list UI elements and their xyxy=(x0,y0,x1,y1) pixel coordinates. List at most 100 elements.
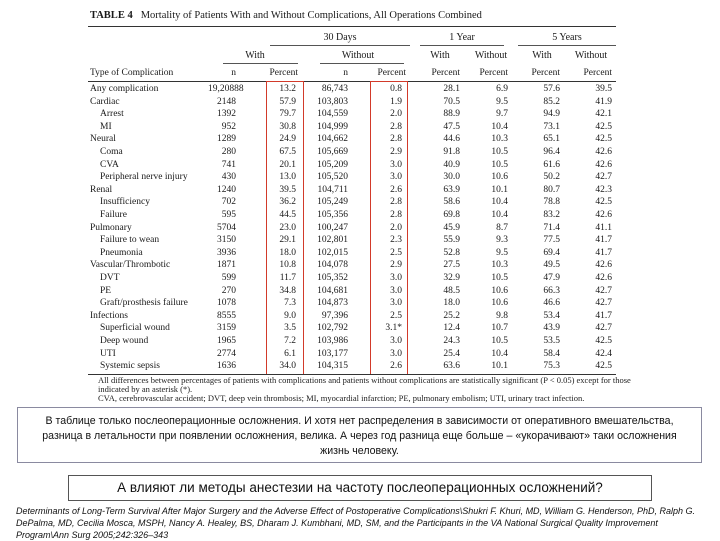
table-cell: 2.6 xyxy=(390,361,402,372)
table-cell: 102,801 xyxy=(317,235,348,246)
table-cell: 27.5 xyxy=(443,260,460,271)
table-cell: 42.7 xyxy=(595,323,612,334)
table-cell: 20.1 xyxy=(279,159,296,170)
table-cell: 10.7 xyxy=(491,323,508,334)
table-cell: 32.9 xyxy=(443,273,460,283)
table-cell: 73.1 xyxy=(543,121,560,132)
table-cell: 2.9 xyxy=(390,147,402,157)
table-cell: 44.5 xyxy=(279,210,296,220)
row-label: Neural xyxy=(90,134,116,145)
table-cell: 69.4 xyxy=(543,247,560,258)
table-cell: 24.9 xyxy=(279,134,296,145)
table-cell: 8555 xyxy=(217,310,236,321)
table-cell: 10.6 xyxy=(491,298,508,309)
table-cell: 94.9 xyxy=(543,109,560,120)
question-box: А влияют ли методы анестезии на частоту … xyxy=(68,475,652,501)
table-cell: 42.5 xyxy=(595,197,612,208)
highlight-percent-without xyxy=(370,81,408,375)
table-cell: 42.6 xyxy=(595,147,612,157)
table-row: PE 270 34.8 104,681 3.0 48.5 10.6 66.3 42.7 xyxy=(88,286,616,297)
table-cell: 2.6 xyxy=(390,184,402,195)
table-cell: 9.8 xyxy=(496,310,508,321)
table-row: Deep wound 1965 7.2 103,986 3.0 24.3 10.5 53.5 4… xyxy=(88,336,616,347)
table-row: DVT 599 11.7 105,352 3.0 32.9 10.5 47.9 42.6 xyxy=(88,273,616,284)
table-cell: 105,520 xyxy=(317,172,348,183)
commentary-box: В таблице только послеоперационные ослож… xyxy=(17,407,702,463)
table-cell: 48.5 xyxy=(443,285,460,296)
table-cell: 2.8 xyxy=(390,121,402,132)
table-cell: 3.0 xyxy=(390,348,402,359)
table-cell: 50.2 xyxy=(543,172,560,183)
table-cell: 36.2 xyxy=(279,197,296,208)
table-title-text: Mortality of Patients With and Without C… xyxy=(140,10,482,21)
table-cell: 10.5 xyxy=(491,336,508,346)
table-cell: 85.2 xyxy=(543,96,560,107)
table-cell: 10.5 xyxy=(491,159,508,170)
col-head-percent-without-1y: Percent xyxy=(479,68,509,78)
table-cell: 1392 xyxy=(217,109,236,120)
table-cell: 28.1 xyxy=(443,84,460,94)
row-label: Graft/prosthesis failure xyxy=(100,298,188,309)
row-label: Peripheral nerve injury xyxy=(100,172,188,183)
table-cell: 42.5 xyxy=(595,121,612,132)
table-cell: 41.7 xyxy=(595,310,612,321)
table-cell: 80.7 xyxy=(543,184,560,195)
table-title: TABLE 4 Mortality of Patients With and Wi… xyxy=(90,10,482,21)
table-cell: 79.7 xyxy=(279,109,296,120)
table-cell: 42.6 xyxy=(595,210,612,220)
table-cell: 9.3 xyxy=(496,235,508,246)
citation: Determinants of Long-Term Survival After… xyxy=(16,506,696,540)
table-cell: 595 xyxy=(221,210,236,220)
group-1-year: 1 Year xyxy=(449,32,475,43)
table-cell: 2148 xyxy=(217,96,236,107)
table-cell: 10.4 xyxy=(491,197,508,208)
table-cell: 3.0 xyxy=(390,273,402,283)
table-cell: 41.9 xyxy=(595,96,612,107)
table-row: UTI 2774 6.1 103,177 3.0 25.4 10.4 58.4 42.4 xyxy=(88,349,616,360)
table-cell: 70.5 xyxy=(443,96,460,107)
col-head-percent-without: Percent xyxy=(377,68,407,78)
table-cell: 42.7 xyxy=(595,285,612,296)
table-cell: 102,792 xyxy=(317,323,348,334)
table-cell: 42.5 xyxy=(595,336,612,346)
table-cell: 3.5 xyxy=(284,323,296,334)
table-row: MI 952 30.8 104,999 2.8 47.5 10.4 73.1 42.5 xyxy=(88,122,616,133)
table-cell: 83.2 xyxy=(543,210,560,220)
row-label: DVT xyxy=(100,273,120,283)
table-cell: 69.8 xyxy=(443,210,460,220)
table-cell: 8.7 xyxy=(496,222,508,233)
table-cell: 100,247 xyxy=(317,222,348,233)
table-cell: 3.0 xyxy=(390,298,402,309)
table-cell: 41.1 xyxy=(595,222,612,233)
table-cell: 2.8 xyxy=(390,210,402,220)
row-label: Systemic sepsis xyxy=(100,361,160,372)
row-label: Vascular/Thrombotic xyxy=(90,260,171,271)
table-cell: 42.5 xyxy=(595,361,612,372)
table-cell: 599 xyxy=(221,273,236,283)
type-of-complication-header: Type of Complication xyxy=(90,68,174,78)
table-row: Infections 8555 9.0 97,396 2.5 25.2 9.8 53.4 41.… xyxy=(88,311,616,322)
subgroup-with-1y: With xyxy=(430,50,450,61)
table-cell: 47.9 xyxy=(543,273,560,283)
table-cell: 10.8 xyxy=(279,260,296,271)
table-cell: 104,078 xyxy=(317,260,348,271)
table-cell: 10.3 xyxy=(491,134,508,145)
table-cell: 0.8 xyxy=(390,84,402,94)
row-label: Pulmonary xyxy=(90,222,132,233)
table-cell: 42.6 xyxy=(595,260,612,271)
table-cell: 39.5 xyxy=(595,84,612,94)
table-row: Coma 280 67.5 105,669 2.9 91.8 10.5 96.4 42.6 xyxy=(88,147,616,158)
table-cell: 47.5 xyxy=(443,121,460,132)
table-cell: 77.5 xyxy=(543,235,560,246)
table-cell: 9.7 xyxy=(496,109,508,120)
table-cell: 6.1 xyxy=(284,348,296,359)
table-cell: 103,177 xyxy=(317,348,348,359)
table-cell: 10.1 xyxy=(491,184,508,195)
table-cell: 63.6 xyxy=(443,361,460,372)
table-cell: 40.9 xyxy=(443,159,460,170)
row-label: Arrest xyxy=(100,109,124,120)
table-row: Pulmonary 5704 23.0 100,247 2.0 45.9 8.7 71.4 41… xyxy=(88,223,616,234)
row-label: MI xyxy=(100,121,112,132)
col-head-percent-with-1y: Percent xyxy=(431,68,461,78)
table-cell: 2.0 xyxy=(390,109,402,120)
